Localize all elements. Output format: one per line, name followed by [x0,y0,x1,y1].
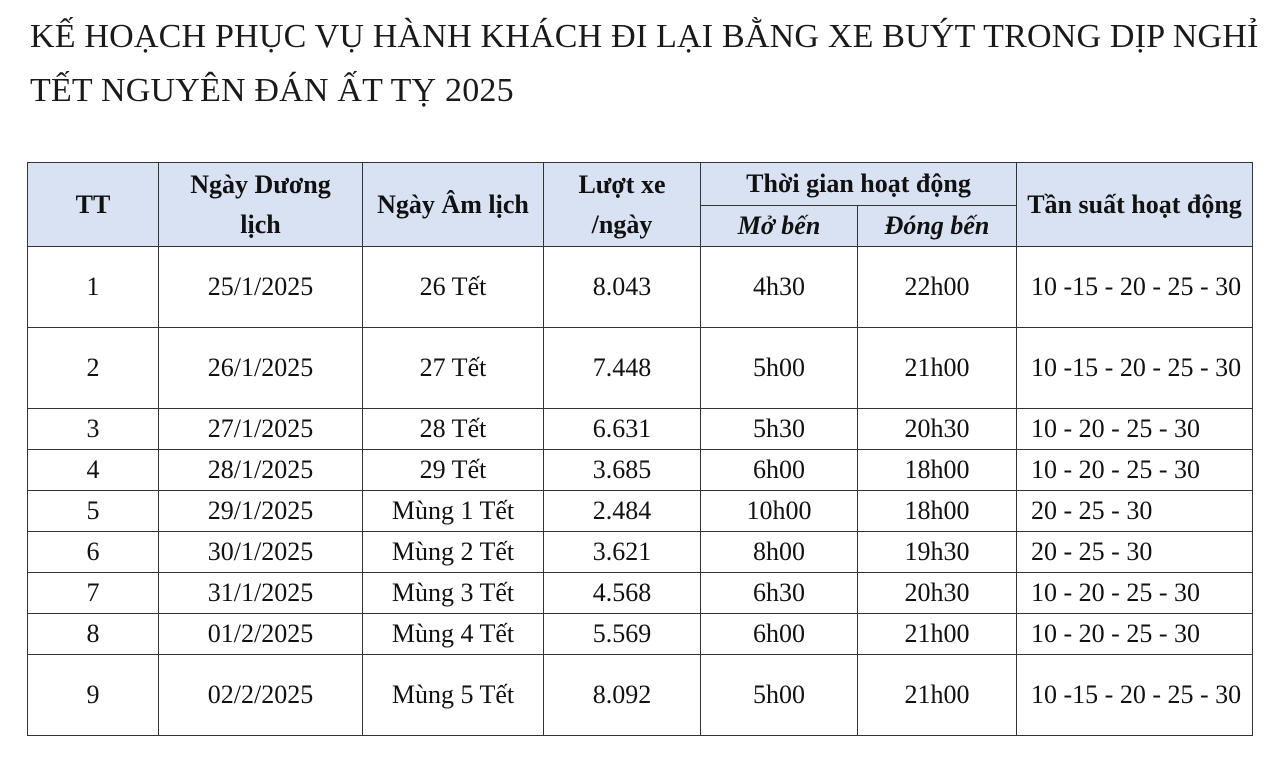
header-solar-date: Ngày Dương lịch [158,162,363,247]
cell-open: 6h30 [700,572,858,614]
cell-frequency: 20 - 25 - 30 [1016,531,1253,573]
cell-close: 20h30 [857,572,1017,614]
header-operating-time: Thời gian hoạt động [700,162,1017,206]
cell-solar-date: 30/1/2025 [158,531,363,573]
cell-lunar-date: 27 Tết [362,327,544,409]
table-row: 9 02/2/2025 Mùng 5 Tết 8.092 5h00 21h00 10 -15… [27,654,1253,736]
cell-close: 18h00 [857,490,1017,532]
cell-trips: 8.092 [543,654,701,736]
cell-solar-date: 02/2/2025 [158,654,363,736]
cell-trips: 5.569 [543,613,701,655]
cell-lunar-date: 28 Tết [362,408,544,450]
table-row: 4 28/1/2025 29 Tết 3.685 6h00 18h00 10 - 20 - … [27,449,1253,491]
cell-lunar-date: Mùng 2 Tết [362,531,544,573]
cell-frequency: 10 - 20 - 25 - 30 [1016,408,1253,450]
cell-lunar-date: 26 Tết [362,246,544,328]
cell-solar-date: 31/1/2025 [158,572,363,614]
cell-tt: 5 [27,490,159,532]
cell-tt: 9 [27,654,159,736]
bus-schedule-table: TT Ngày Dương lịch Ngày Âm lịch Lượt xe … [27,162,1253,736]
cell-open: 8h00 [700,531,858,573]
cell-trips: 3.621 [543,531,701,573]
cell-close: 21h00 [857,654,1017,736]
cell-solar-date: 28/1/2025 [158,449,363,491]
cell-tt: 7 [27,572,159,614]
cell-open: 5h00 [700,327,858,409]
header-trips: Lượt xe /ngày [543,162,701,247]
cell-lunar-date: Mùng 5 Tết [362,654,544,736]
cell-trips: 8.043 [543,246,701,328]
cell-frequency: 10 -15 - 20 - 25 - 30 [1016,654,1253,736]
table-row: 5 29/1/2025 Mùng 1 Tết 2.484 10h00 18h00 20 - … [27,490,1253,532]
cell-tt: 3 [27,408,159,450]
cell-trips: 3.685 [543,449,701,491]
cell-open: 4h30 [700,246,858,328]
cell-frequency: 10 - 20 - 25 - 30 [1016,449,1253,491]
cell-open: 5h30 [700,408,858,450]
cell-close: 19h30 [857,531,1017,573]
table-row: 2 26/1/2025 27 Tết 7.448 5h00 21h00 10 -15 - 2… [27,327,1253,409]
cell-solar-date: 27/1/2025 [158,408,363,450]
table-row: 6 30/1/2025 Mùng 2 Tết 3.621 8h00 19h30 20 - 2… [27,531,1253,573]
cell-open: 10h00 [700,490,858,532]
cell-solar-date: 25/1/2025 [158,246,363,328]
document-title: KẾ HOẠCH PHỤC VỤ HÀNH KHÁCH ĐI LẠI BẰNG … [30,18,1259,109]
header-close: Đóng bến [857,205,1017,247]
cell-frequency: 10 -15 - 20 - 25 - 30 [1016,327,1253,409]
cell-lunar-date: 29 Tết [362,449,544,491]
header-lunar-date: Ngày Âm lịch [362,162,544,247]
cell-solar-date: 01/2/2025 [158,613,363,655]
cell-solar-date: 26/1/2025 [158,327,363,409]
cell-tt: 6 [27,531,159,573]
cell-close: 22h00 [857,246,1017,328]
cell-tt: 2 [27,327,159,409]
cell-tt: 8 [27,613,159,655]
cell-lunar-date: Mùng 4 Tết [362,613,544,655]
header-open: Mở bến [700,205,858,247]
table-row: 3 27/1/2025 28 Tết 6.631 5h30 20h30 10 - 20 - … [27,408,1253,450]
cell-close: 21h00 [857,327,1017,409]
cell-lunar-date: Mùng 3 Tết [362,572,544,614]
cell-close: 20h30 [857,408,1017,450]
table-row: 7 31/1/2025 Mùng 3 Tết 4.568 6h30 20h30 10 - 2… [27,572,1253,614]
header-tt: TT [27,162,159,247]
cell-tt: 4 [27,449,159,491]
cell-open: 5h00 [700,654,858,736]
cell-tt: 1 [27,246,159,328]
cell-open: 6h00 [700,449,858,491]
header-frequency: Tần suất hoạt động [1016,162,1253,247]
cell-trips: 7.448 [543,327,701,409]
cell-lunar-date: Mùng 1 Tết [362,490,544,532]
table-row: 8 01/2/2025 Mùng 4 Tết 5.569 6h00 21h00 10 - 2… [27,613,1253,655]
cell-close: 21h00 [857,613,1017,655]
cell-frequency: 20 - 25 - 30 [1016,490,1253,532]
cell-frequency: 10 -15 - 20 - 25 - 30 [1016,246,1253,328]
cell-trips: 6.631 [543,408,701,450]
cell-frequency: 10 - 20 - 25 - 30 [1016,572,1253,614]
cell-close: 18h00 [857,449,1017,491]
cell-solar-date: 29/1/2025 [158,490,363,532]
cell-frequency: 10 - 20 - 25 - 30 [1016,613,1253,655]
cell-trips: 4.568 [543,572,701,614]
cell-trips: 2.484 [543,490,701,532]
cell-open: 6h00 [700,613,858,655]
table-row: 1 25/1/2025 26 Tết 8.043 4h30 22h00 10 -15 - 2… [27,246,1253,328]
